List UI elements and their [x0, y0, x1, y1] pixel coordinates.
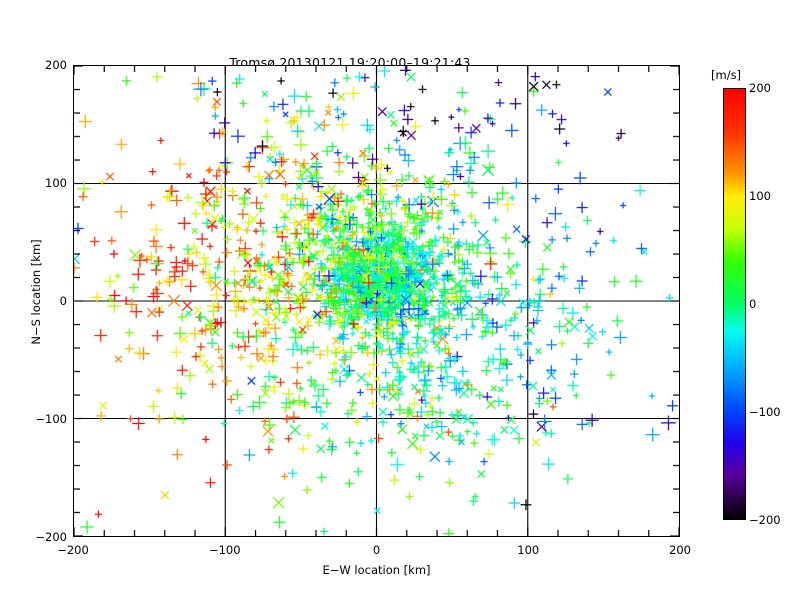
scatter-canvas [74, 66, 679, 536]
y-tick-label: 200 [45, 58, 67, 72]
colorbar-tick-label: 0 [749, 297, 757, 311]
plot-area [73, 65, 680, 537]
x-tick-label: 100 [517, 543, 540, 557]
colorbar-tick-label: −200 [749, 513, 781, 527]
y-tick-label: 100 [45, 176, 67, 190]
x-tick-label: −100 [208, 543, 241, 557]
x-axis-title: E−W location [km] [322, 563, 431, 577]
colorbar-tick-label: 200 [749, 81, 771, 95]
y-tick-label: −100 [35, 412, 67, 426]
colorbar-tick-label: 100 [749, 189, 771, 203]
colorbar-title: [m/s] [711, 68, 742, 82]
y-tick-label: −200 [35, 530, 67, 544]
colorbar-gradient [723, 88, 746, 520]
x-tick-label: −200 [57, 543, 89, 557]
x-tick-label: 200 [669, 543, 691, 557]
colorbar-group [723, 88, 746, 520]
colorbar-tick-label: −100 [749, 405, 781, 419]
y-axis-title: N−S location [km] [29, 239, 43, 345]
x-tick-label: 0 [372, 543, 381, 557]
y-tick-label: 0 [59, 294, 67, 308]
